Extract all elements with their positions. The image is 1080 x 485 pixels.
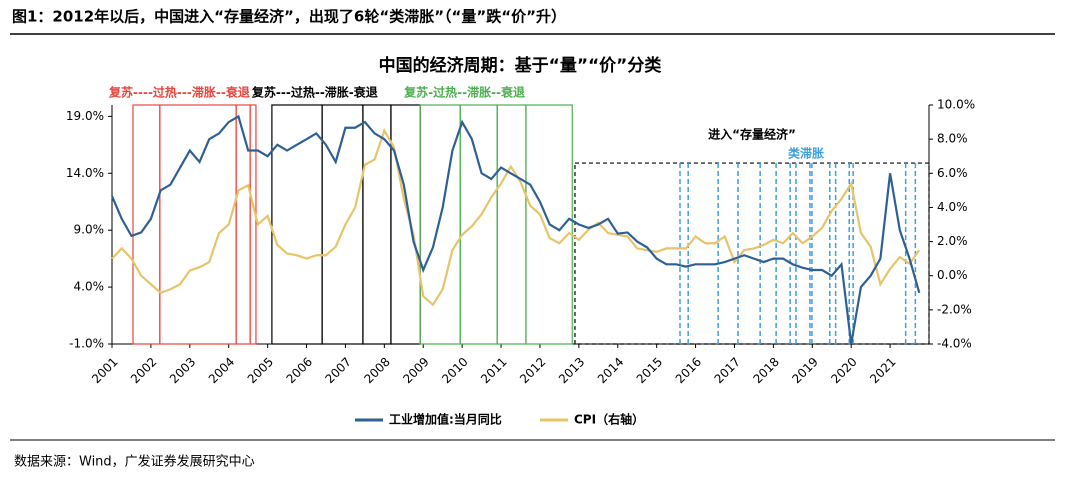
- chart-title: 中国的经济周期：基于“量”“价”分类: [379, 55, 663, 76]
- x-tick-label: 2016: [673, 355, 704, 386]
- x-tick-label: 2012: [517, 355, 548, 386]
- x-tick-label: 2002: [128, 355, 159, 386]
- y2-tick-label: 10.0%: [937, 98, 975, 112]
- series-line: [110, 114, 921, 345]
- y2-tick-label: -4.0%: [937, 337, 972, 351]
- x-tick-label: 2004: [206, 355, 237, 386]
- cycle-label: 复苏----过热---滞胀--衰退: [108, 85, 250, 100]
- y2-tick-label: 8.0%: [937, 132, 968, 146]
- cycle-phase: [525, 104, 573, 345]
- cycle-phase: [459, 104, 498, 345]
- cycle-phase: [271, 104, 323, 345]
- stagflation-label: 类滞胀: [788, 146, 824, 161]
- cycle-phase: [496, 104, 527, 345]
- x-tick-label: 2013: [556, 355, 587, 386]
- x-tick-label: 2009: [400, 355, 431, 386]
- x-tick-label: 2018: [750, 355, 781, 386]
- y2-tick-label: 0.0%: [937, 268, 968, 282]
- x-tick-label: 2021: [867, 355, 898, 386]
- x-tick-label: 2014: [595, 355, 626, 386]
- x-tick-label: 2008: [361, 355, 392, 386]
- legend-label: CPI（右轴）: [574, 412, 644, 427]
- y-tick-label: -1.0%: [69, 337, 104, 351]
- y-tick-label: 4.0%: [74, 280, 105, 294]
- x-tick-label: 2006: [284, 355, 315, 386]
- x-tick-label: 2010: [439, 355, 470, 386]
- legend-label: 工业增加值:当月同比: [389, 412, 502, 427]
- figure-title: 图1：2012年以后，中国进入“存量经济”，出现了6轮“类滞胀”（“量”跌“价”…: [12, 8, 566, 26]
- x-tick-label: 2020: [828, 355, 859, 386]
- x-tick-label: 2019: [789, 355, 820, 386]
- y-tick-label: 14.0%: [66, 166, 104, 180]
- x-tick-label: 2011: [478, 355, 509, 386]
- x-tick-label: 2015: [634, 355, 665, 386]
- y2-tick-label: -2.0%: [937, 302, 972, 316]
- source: 数据来源：Wind，广发证券发展研究中心: [14, 454, 255, 470]
- x-tick-label: 2001: [89, 355, 120, 386]
- y-tick-label: 9.0%: [74, 223, 105, 237]
- y2-tick-label: 6.0%: [937, 166, 968, 180]
- y2-tick-label: 2.0%: [937, 234, 968, 248]
- cycle-label: 复苏---过热--滞胀-衰退: [251, 85, 378, 100]
- cycle-label: 复苏-过热--滞胀--衰退: [403, 85, 525, 100]
- cycle-phase: [159, 104, 237, 345]
- x-tick-label: 2007: [323, 355, 354, 386]
- series-line: [111, 127, 921, 307]
- cycle-phase: [249, 104, 257, 345]
- y-tick-label: 19.0%: [66, 109, 104, 123]
- x-tick-label: 2005: [245, 355, 276, 386]
- stock-economy-box: [574, 162, 930, 345]
- x-tick-label: 2017: [712, 355, 743, 386]
- cycle-phase: [419, 104, 461, 345]
- cycle-phase: [390, 104, 421, 345]
- x-tick-label: 2003: [167, 355, 198, 386]
- y2-tick-label: 4.0%: [937, 200, 968, 214]
- stock-economy-label: 进入“存量经济”: [708, 127, 796, 142]
- cycle-phase: [235, 104, 251, 345]
